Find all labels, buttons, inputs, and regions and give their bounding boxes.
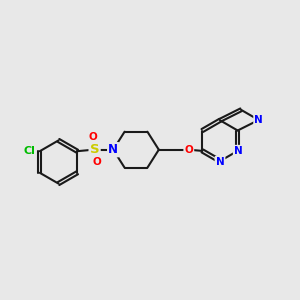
Text: O: O [88, 132, 97, 142]
Text: N: N [216, 157, 224, 167]
Text: N: N [234, 146, 243, 156]
Text: S: S [90, 143, 99, 156]
Text: O: O [92, 157, 101, 167]
Text: N: N [254, 115, 263, 125]
Text: N: N [108, 143, 118, 156]
Text: O: O [184, 145, 193, 155]
Text: Cl: Cl [23, 146, 35, 156]
